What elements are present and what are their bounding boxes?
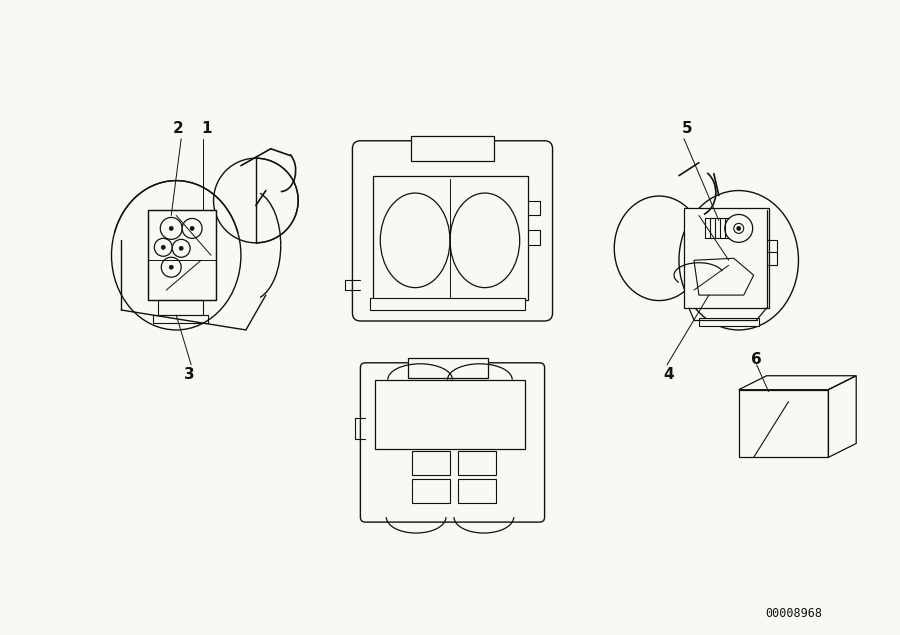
Bar [458, 479, 496, 503]
Bar [148, 210, 216, 300]
FancyBboxPatch shape [353, 141, 553, 321]
Bar [458, 451, 496, 476]
Bar [412, 451, 450, 476]
Bar [375, 380, 525, 450]
Circle shape [737, 227, 741, 231]
Polygon shape [694, 258, 753, 295]
Bar [153, 315, 208, 323]
Circle shape [724, 215, 752, 243]
Circle shape [154, 238, 172, 257]
Circle shape [160, 217, 182, 239]
Bar [699, 318, 759, 326]
Circle shape [190, 227, 194, 231]
Circle shape [172, 239, 190, 257]
Text: 2: 2 [173, 121, 184, 137]
Bar [409, 358, 488, 378]
Text: 1: 1 [201, 121, 212, 137]
Text: 3: 3 [184, 367, 194, 382]
Circle shape [169, 265, 173, 269]
Circle shape [182, 218, 202, 238]
Text: 4: 4 [663, 367, 674, 382]
Circle shape [161, 257, 181, 277]
Text: 6: 6 [752, 352, 762, 367]
Bar [412, 479, 450, 503]
Bar [370, 298, 525, 310]
FancyBboxPatch shape [360, 363, 544, 522]
Bar [158, 300, 203, 315]
Bar [684, 208, 769, 308]
Circle shape [161, 245, 166, 250]
Bar [374, 176, 527, 300]
Circle shape [179, 246, 184, 250]
Text: 00008968: 00008968 [765, 607, 822, 620]
Text: 5: 5 [681, 121, 692, 137]
Circle shape [734, 224, 743, 234]
Bar [411, 136, 494, 161]
Circle shape [169, 227, 173, 231]
